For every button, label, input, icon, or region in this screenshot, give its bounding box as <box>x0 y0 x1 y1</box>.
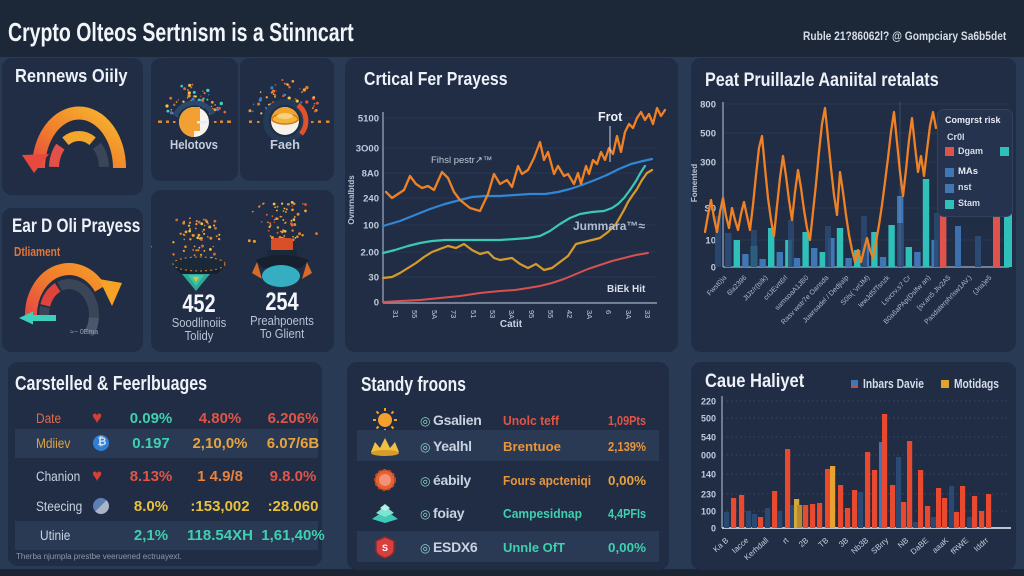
svg-text:100: 100 <box>363 221 379 232</box>
svg-text:foiay: foiay <box>433 505 465 521</box>
svg-text:(Jna)e5: (Jna)e5 <box>972 274 994 296</box>
svg-text:31: 31 <box>391 310 400 318</box>
svg-text:55: 55 <box>546 310 555 318</box>
svg-text:5100: 5100 <box>358 114 379 125</box>
svg-text:◎: ◎ <box>420 541 430 555</box>
svg-text:0: 0 <box>711 524 716 534</box>
svg-text:Fomented: Fomented <box>691 164 699 202</box>
svg-text:Ka B: Ka B <box>711 536 730 554</box>
svg-text:Fwst0)a: Fwst0)a <box>706 274 728 297</box>
svg-text:éabily: éabily <box>433 472 471 488</box>
svg-text:Brentuoe: Brentuoe <box>503 439 561 454</box>
svg-text:100: 100 <box>701 507 716 517</box>
svg-text:Catit: Catit <box>500 319 523 330</box>
svg-text:0,00%: 0,00% <box>608 540 646 555</box>
svg-text:500: 500 <box>700 129 716 140</box>
svg-text:3A: 3A <box>507 310 516 319</box>
svg-text:BiEk Hit: BiEk Hit <box>607 284 646 295</box>
svg-text:Campesidnap: Campesidnap <box>503 506 582 521</box>
svg-text:NB: NB <box>896 536 910 550</box>
svg-text:Jummara™≈: Jummara™≈ <box>573 219 645 233</box>
svg-text:2B: 2B <box>797 536 810 549</box>
svg-text:ESDX6: ESDX6 <box>433 539 478 555</box>
svg-text:30: 30 <box>368 273 379 284</box>
svg-text:55: 55 <box>410 310 419 318</box>
svg-text:3A: 3A <box>585 310 594 319</box>
svg-text:3O00: 3O00 <box>356 144 379 155</box>
svg-text:800: 800 <box>700 100 716 111</box>
svg-text:≈− 0Ema: ≈− 0Ema <box>70 329 98 336</box>
svg-text:◎: ◎ <box>420 414 430 428</box>
svg-text:Fihsl pestr↗™: Fihsl pestr↗™ <box>431 155 492 166</box>
svg-text:5A: 5A <box>430 310 439 319</box>
svg-text:220: 220 <box>701 397 716 407</box>
svg-text:33: 33 <box>643 310 652 318</box>
svg-text:240: 240 <box>363 194 379 205</box>
svg-text:aaaK: aaaK <box>930 535 950 555</box>
svg-text:0: 0 <box>711 263 716 274</box>
svg-text:230: 230 <box>701 490 716 500</box>
svg-text:Nb3B: Nb3B <box>849 536 870 556</box>
svg-text:73: 73 <box>449 310 458 318</box>
svg-text:10: 10 <box>705 236 716 247</box>
svg-text:000: 000 <box>701 451 716 461</box>
svg-text:300: 300 <box>700 158 716 169</box>
svg-text:Frot: Frot <box>598 110 623 124</box>
svg-text:Yealhl: Yealhl <box>433 438 472 454</box>
svg-text:Helotovs: Helotovs <box>170 137 218 152</box>
svg-text:Iddrr: Iddrr <box>972 536 990 554</box>
svg-text:2.00: 2.00 <box>361 248 380 259</box>
svg-text:3B: 3B <box>837 536 850 549</box>
svg-text:DaBE: DaBE <box>909 536 931 557</box>
svg-text:rt: rt <box>781 535 791 545</box>
svg-text:4,4PFIs: 4,4PFIs <box>608 506 646 521</box>
svg-text:fRWE: fRWE <box>949 536 970 557</box>
svg-text:95: 95 <box>527 310 536 318</box>
svg-text:0,00%: 0,00% <box>608 473 646 488</box>
svg-text:53: 53 <box>488 310 497 318</box>
svg-text:Fours apcteniqi: Fours apcteniqi <box>503 473 591 488</box>
svg-text:6: 6 <box>604 310 613 314</box>
svg-text:TB: TB <box>817 536 831 550</box>
svg-text:51: 51 <box>469 310 478 318</box>
svg-text:SBrry: SBrry <box>869 536 890 556</box>
svg-text:8A0: 8A0 <box>362 169 379 180</box>
svg-text:S: S <box>382 543 388 553</box>
svg-text:500: 500 <box>701 414 716 424</box>
svg-text:Unolc teff: Unolc teff <box>503 413 560 428</box>
svg-text:Gsalien: Gsalien <box>433 412 481 428</box>
svg-text:540: 540 <box>701 433 716 443</box>
svg-text:Faeh: Faeh <box>270 137 300 152</box>
svg-text:42: 42 <box>565 310 574 318</box>
svg-text:Unnle OfT: Unnle OfT <box>503 540 565 555</box>
svg-text:◎: ◎ <box>420 474 430 488</box>
svg-text:140: 140 <box>701 470 716 480</box>
svg-text:◎: ◎ <box>420 440 430 454</box>
svg-text:2,139%: 2,139% <box>608 439 646 454</box>
svg-text:0: 0 <box>374 298 379 309</box>
svg-text:3A: 3A <box>624 310 633 319</box>
svg-text:◎: ◎ <box>420 507 430 521</box>
svg-text:Ovmrnalbtds: Ovmrnalbtds <box>347 175 356 225</box>
svg-text:1,09Pts: 1,09Pts <box>608 413 646 428</box>
